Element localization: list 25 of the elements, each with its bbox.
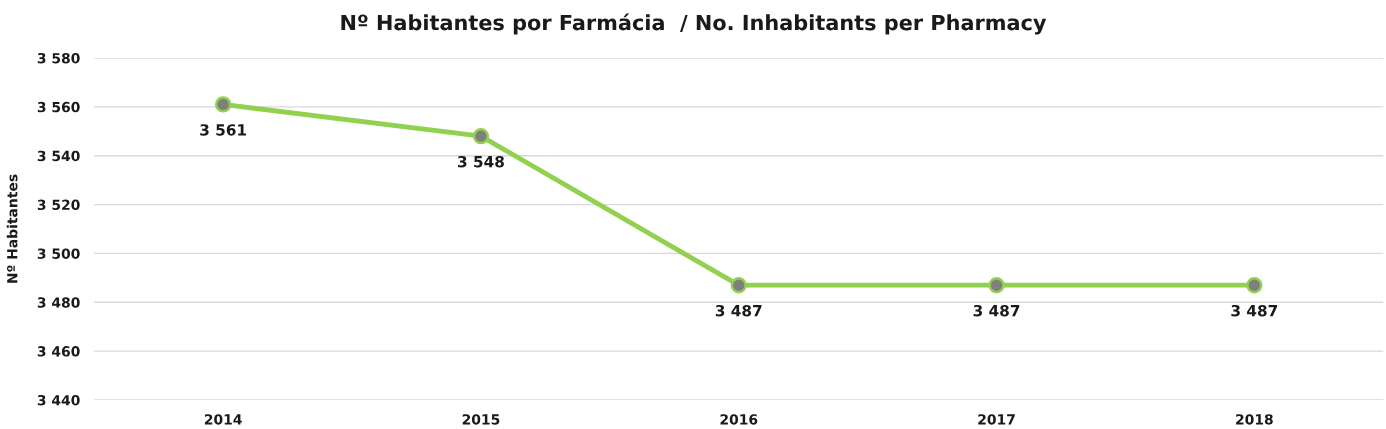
data-label: 3 548 <box>458 155 504 168</box>
point <box>1246 276 1263 294</box>
data-label: 3 487 <box>1231 304 1278 317</box>
y-tick-label: 3 500 <box>37 248 80 259</box>
y-tick-label: 3 440 <box>37 394 80 406</box>
x-tick-label: 2018 <box>1236 414 1273 425</box>
x-tick-label: 2015 <box>462 414 500 425</box>
y-tick-label: 3 580 <box>37 52 80 64</box>
y-axis-title: Nº Habitantes <box>6 174 18 283</box>
data-label: 3 487 <box>973 304 1020 317</box>
point <box>730 276 747 294</box>
chart-title: Nº Habitantes por Farmácia / No. Inhabitants per Pharmacy <box>341 13 1047 35</box>
y-tick-label: 3 520 <box>37 199 80 211</box>
data-label: 3 487 <box>715 304 762 317</box>
y-tick-label: 3 460 <box>37 346 80 357</box>
x-tick-label: 2017 <box>978 414 1015 425</box>
x-tick-label: 2016 <box>720 414 758 425</box>
y-tick-label: 3 560 <box>37 101 80 113</box>
y-tick-label: 3 480 <box>37 297 80 308</box>
y-tick-label: 3 540 <box>37 150 80 162</box>
data-label: 3 561 <box>200 124 247 136</box>
point <box>988 276 1005 294</box>
x-tick-label: 2014 <box>204 414 242 425</box>
point <box>214 96 232 113</box>
point <box>472 127 490 145</box>
